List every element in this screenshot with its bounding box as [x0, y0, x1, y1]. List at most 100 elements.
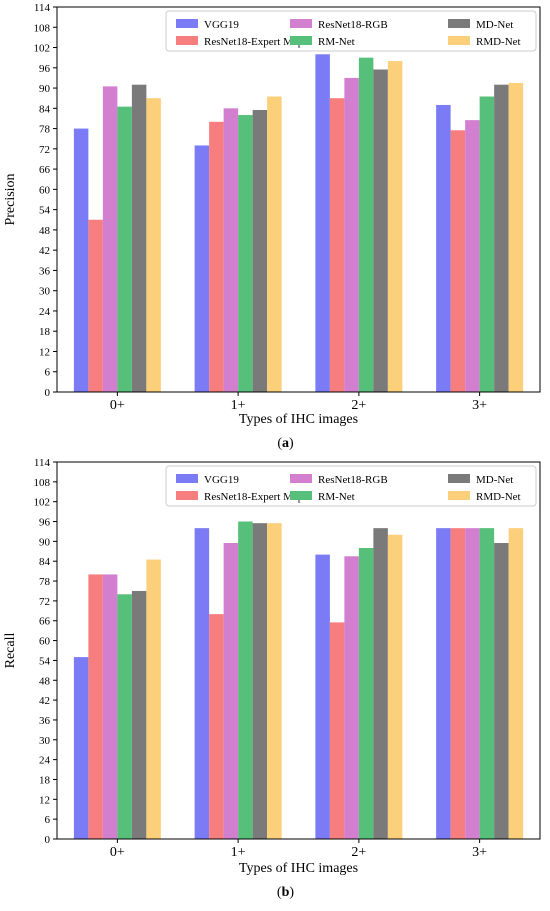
- y-tick-label: 24: [39, 755, 51, 767]
- bar-resnet18-expert-map-1: [209, 121, 224, 392]
- bar-resnet18-expert-map-3: [450, 130, 466, 392]
- y-tick-label: 72: [39, 144, 50, 156]
- y-tick-label: 48: [39, 675, 51, 687]
- y-tick-label: 108: [34, 22, 51, 34]
- bar-resnet18-rgb-0: [102, 86, 118, 393]
- bar-rm-net-3: [479, 96, 495, 392]
- bar-rmd-net-3: [508, 528, 524, 839]
- bar-vgg19-2: [315, 554, 330, 839]
- bar-vgg19-2: [315, 54, 330, 392]
- legend-box: [165, 465, 537, 507]
- y-tick-label: 96: [39, 63, 51, 75]
- y-tick-label: 36: [39, 715, 51, 727]
- bar-rm-net-2: [358, 57, 374, 392]
- y-tick-label: 114: [34, 457, 51, 469]
- bar-resnet18-rgb-3: [465, 528, 480, 839]
- bar-md-net-1: [252, 110, 268, 392]
- plot-frame: [56, 6, 541, 393]
- bar-resnet18-rgb-0: [102, 574, 118, 839]
- legend-label: ResNet18-Expert Map: [204, 491, 304, 503]
- y-axis-title: Recall: [3, 633, 18, 669]
- y-tick-label: 78: [39, 576, 51, 588]
- y-tick-label: 54: [39, 655, 51, 667]
- y-tick-label: 18: [39, 774, 51, 786]
- y-tick-label: 30: [39, 286, 51, 298]
- y-tick-label: 0: [45, 834, 51, 846]
- y-tick-label: 60: [39, 636, 51, 648]
- legend-swatch: [176, 19, 198, 28]
- bar-rmd-net-2: [387, 534, 403, 839]
- bar-rm-net-1: [238, 521, 253, 839]
- legend-swatch: [290, 474, 312, 483]
- legend-label: ResNet18-RGB: [318, 474, 388, 486]
- y-tick-label: 12: [39, 346, 50, 358]
- bar-md-net-3: [494, 84, 509, 393]
- y-tick-label: 90: [39, 536, 51, 548]
- y-tick-label: 114: [34, 2, 51, 14]
- x-tick-label: 3+: [472, 398, 487, 413]
- bar-rm-net-0: [117, 106, 132, 392]
- y-axis-title: Precision: [3, 173, 18, 225]
- x-tick-label: 3+: [472, 845, 487, 860]
- bar-vgg19-1: [194, 145, 210, 392]
- bar-md-net-0: [131, 590, 147, 839]
- y-tick-label: 18: [39, 326, 51, 338]
- figure-caption: (b): [277, 885, 294, 900]
- y-tick-label: 78: [39, 124, 51, 136]
- bar-resnet18-rgb-1: [223, 543, 239, 839]
- y-tick-label: 60: [39, 184, 51, 196]
- legend-swatch: [176, 36, 198, 45]
- bar-rmd-net-0: [146, 98, 161, 393]
- bar-rm-net-1: [238, 115, 253, 392]
- bar-vgg19-3: [436, 104, 451, 392]
- y-tick-label: 108: [34, 477, 51, 489]
- legend-label: RMD-Net: [476, 36, 521, 48]
- bar-rmd-net-1: [267, 523, 282, 839]
- legend-label: MD-Net: [476, 474, 513, 486]
- y-tick-label: 6: [45, 367, 51, 379]
- legend-swatch: [290, 36, 312, 45]
- legend-swatch: [448, 474, 470, 483]
- bar-rm-net-3: [479, 528, 495, 839]
- x-tick-label: 1+: [231, 845, 246, 860]
- bar-resnet18-expert-map-0: [88, 574, 103, 839]
- bar-rmd-net-0: [146, 559, 161, 839]
- y-tick-label: 96: [39, 517, 51, 529]
- legend-swatch: [290, 19, 312, 28]
- bar-vgg19-0: [73, 657, 89, 839]
- y-tick-label: 72: [39, 596, 50, 608]
- bar-resnet18-expert-map-1: [209, 614, 224, 839]
- y-tick-label: 42: [39, 245, 50, 257]
- y-tick-label: 42: [39, 695, 50, 707]
- legend-label: RM-Net: [318, 36, 355, 48]
- x-tick-label: 0+: [110, 398, 125, 413]
- y-tick-label: 36: [39, 265, 51, 277]
- bar-resnet18-rgb-3: [465, 120, 480, 392]
- y-tick-label: 0: [45, 387, 51, 399]
- legend-label: VGG19: [204, 19, 239, 31]
- bar-resnet18-rgb-1: [223, 108, 239, 392]
- bar-vgg19-3: [436, 528, 451, 839]
- legend-swatch: [290, 491, 312, 500]
- y-tick-label: 30: [39, 735, 51, 747]
- bar-rmd-net-3: [508, 82, 524, 393]
- y-tick-label: 54: [39, 205, 51, 217]
- legend-label: VGG19: [204, 474, 239, 486]
- bar-resnet18-expert-map-0: [88, 219, 103, 392]
- x-tick-label: 2+: [351, 398, 366, 413]
- y-tick-label: 102: [34, 497, 51, 509]
- legend-label: ResNet18-Expert Map: [204, 36, 304, 48]
- legend-label: MD-Net: [476, 19, 513, 31]
- bar-rm-net-2: [358, 547, 374, 839]
- bar-resnet18-rgb-2: [344, 77, 359, 393]
- bar-md-net-2: [373, 528, 388, 839]
- legend-label: RM-Net: [318, 491, 355, 503]
- bar-md-net-0: [131, 84, 147, 393]
- bar-vgg19-1: [194, 528, 210, 839]
- y-tick-label: 66: [39, 164, 51, 176]
- bar-resnet18-expert-map-2: [329, 98, 345, 393]
- legend: VGG19 ResNet18-RGB MD-Net ResNet18-Expert M…: [165, 10, 537, 52]
- y-tick-label: 66: [39, 616, 51, 628]
- bar-rmd-net-1: [267, 96, 282, 392]
- y-tick-label: 90: [39, 83, 51, 95]
